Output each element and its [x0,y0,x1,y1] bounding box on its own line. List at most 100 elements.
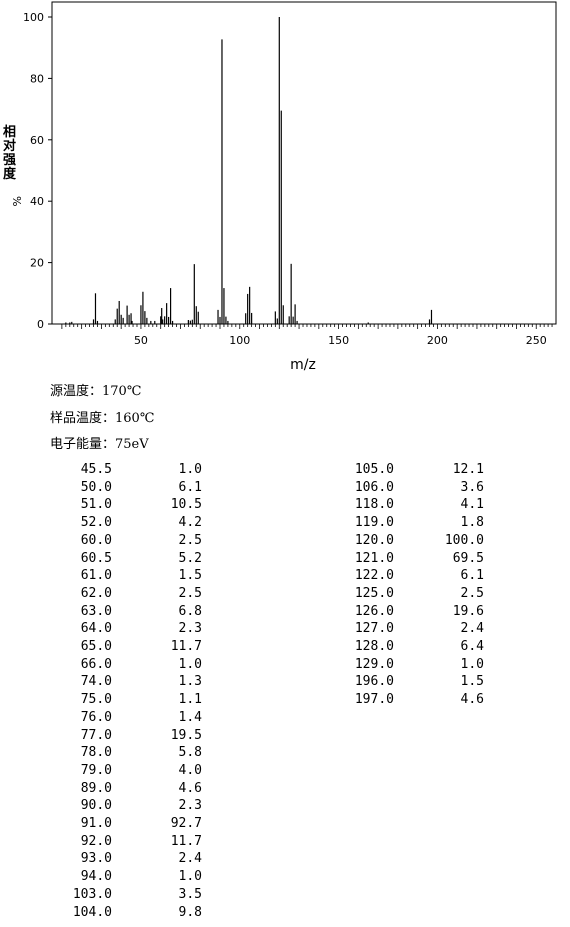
peak-table-row: 105.0 12.1 [346,461,484,479]
y-axis: 0 20 40 60 80 100 [23,11,52,331]
mz-value: 77.0 [80,727,112,743]
peak-table-row: 106.0 3.6 [346,479,484,497]
mz-value: 61.0 [80,568,112,584]
intensity-value: 11.7 [170,639,202,655]
mz-value: 62.0 [80,585,112,601]
mz-value: 119.0 [354,515,394,531]
peak-table-row: 60.0 2.5 [64,532,202,550]
peak-table-row: 197.0 4.6 [346,691,484,709]
mz-value: 92.0 [80,833,112,849]
sample-temperature: 样品温度：160℃ [50,411,155,426]
peak-table-row: 78.0 5.8 [64,744,202,762]
intensity-value: 9.8 [178,904,202,920]
x-tick-label: 100 [229,334,250,347]
peak-table-row: 45.5 1.0 [64,461,202,479]
mz-value: 128.0 [354,639,394,655]
peak-table-row: 128.0 6.4 [346,638,484,656]
peak-table-row: 52.0 4.2 [64,514,202,532]
mz-value: 60.5 [80,550,112,566]
intensity-value: 2.4 [178,851,202,867]
intensity-value: 19.5 [170,727,202,743]
intensity-value: 6.1 [460,568,484,584]
mz-value: 103.0 [72,886,112,902]
intensity-value: 1.5 [460,674,484,690]
intensity-value: 1.5 [178,568,202,584]
intensity-value: 1.0 [460,656,484,672]
mz-value: 76.0 [80,709,112,725]
mz-value: 78.0 [80,745,112,761]
y-tick-label: 60 [30,134,44,147]
intensity-value: 6.1 [178,479,202,495]
peak-table-row: 61.0 1.5 [64,567,202,585]
intensity-value: 4.0 [178,762,202,778]
mz-value: 197.0 [354,692,394,708]
peak-table-row: 77.0 19.5 [64,727,202,745]
electron-energy: 电子能量：75eV [50,437,149,452]
peak-table-row: 90.0 2.3 [64,797,202,815]
y-axis-label-part: 相 对 强 度 [3,124,21,182]
mz-value: 91.0 [80,816,112,832]
peak-table-row: 79.0 4.0 [64,762,202,780]
plot-frame [51,1,557,325]
mz-value: 89.0 [80,780,112,796]
mz-value: 74.0 [80,674,112,690]
peak-table-row: 64.0 2.3 [64,620,202,638]
intensity-value: 5.8 [178,745,202,761]
intensity-value: 2.3 [178,621,202,637]
intensity-value: 69.5 [452,550,484,566]
peak-table-row: 103.0 3.5 [64,886,202,904]
intensity-value: 3.6 [460,479,484,495]
intensity-value: 4.2 [178,515,202,531]
intensity-value: 1.4 [178,709,202,725]
intensity-value: 4.6 [460,692,484,708]
peak-table-row: 119.0 1.8 [346,514,484,532]
peak-table-row: 118.0 4.1 [346,496,484,514]
intensity-value: 2.5 [460,585,484,601]
intensity-value: 11.7 [170,833,202,849]
mz-value: 90.0 [80,798,112,814]
peak-table-row: 89.0 4.6 [64,780,202,798]
y-tick-label: 0 [37,318,44,331]
intensity-value: 1.3 [178,674,202,690]
peak-table-row: 94.0 1.0 [64,868,202,886]
peak-table-row: 93.0 2.4 [64,850,202,868]
peak-table-row: 91.0 92.7 [64,815,202,833]
peak-table-row: 66.0 1.0 [64,656,202,674]
intensity-value: 5.2 [178,550,202,566]
mz-value: 126.0 [354,603,394,619]
intensity-value: 92.7 [170,816,202,832]
peak-table-right: 105.0 12.1 106.0 3.6 118.0 4.1 119.0 1.8 120.0 10… [346,461,484,709]
mz-value: 66.0 [80,656,112,672]
intensity-value: 1.0 [178,656,202,672]
y-tick-label: 80 [30,72,44,85]
x-tick-label: 150 [328,334,349,347]
mz-value: 104.0 [72,904,112,920]
peak-table-row: 51.0 10.5 [64,496,202,514]
mz-value: 60.0 [80,532,112,548]
intensity-value: 2.3 [178,798,202,814]
peak-table-row: 125.0 2.5 [346,585,484,603]
y-tick-label: 20 [30,257,44,270]
x-tick-label: 250 [526,334,547,347]
intensity-value: 3.5 [178,886,202,902]
mz-value: 127.0 [354,621,394,637]
x-axis-label: m/z [290,357,316,373]
mz-value: 196.0 [354,674,394,690]
intensity-value: 19.6 [452,603,484,619]
y-axis-unit-label: % [10,196,23,206]
intensity-value: 10.5 [170,497,202,513]
intensity-value: 6.8 [178,603,202,619]
peak-table-row: 126.0 19.6 [346,603,484,621]
mz-value: 106.0 [354,479,394,495]
mz-value: 122.0 [354,568,394,584]
mz-value: 65.0 [80,639,112,655]
intensity-value: 1.0 [178,869,202,885]
peak-table-row: 75.0 1.1 [64,691,202,709]
intensity-value: 12.1 [452,462,484,477]
y-tick-label: 100 [23,11,44,24]
source-temperature: 源温度：170℃ [50,384,142,399]
peak-table-row: 92.0 11.7 [64,833,202,851]
mz-value: 45.5 [80,462,112,477]
peaks [65,17,433,324]
intensity-value: 1.8 [460,515,484,531]
